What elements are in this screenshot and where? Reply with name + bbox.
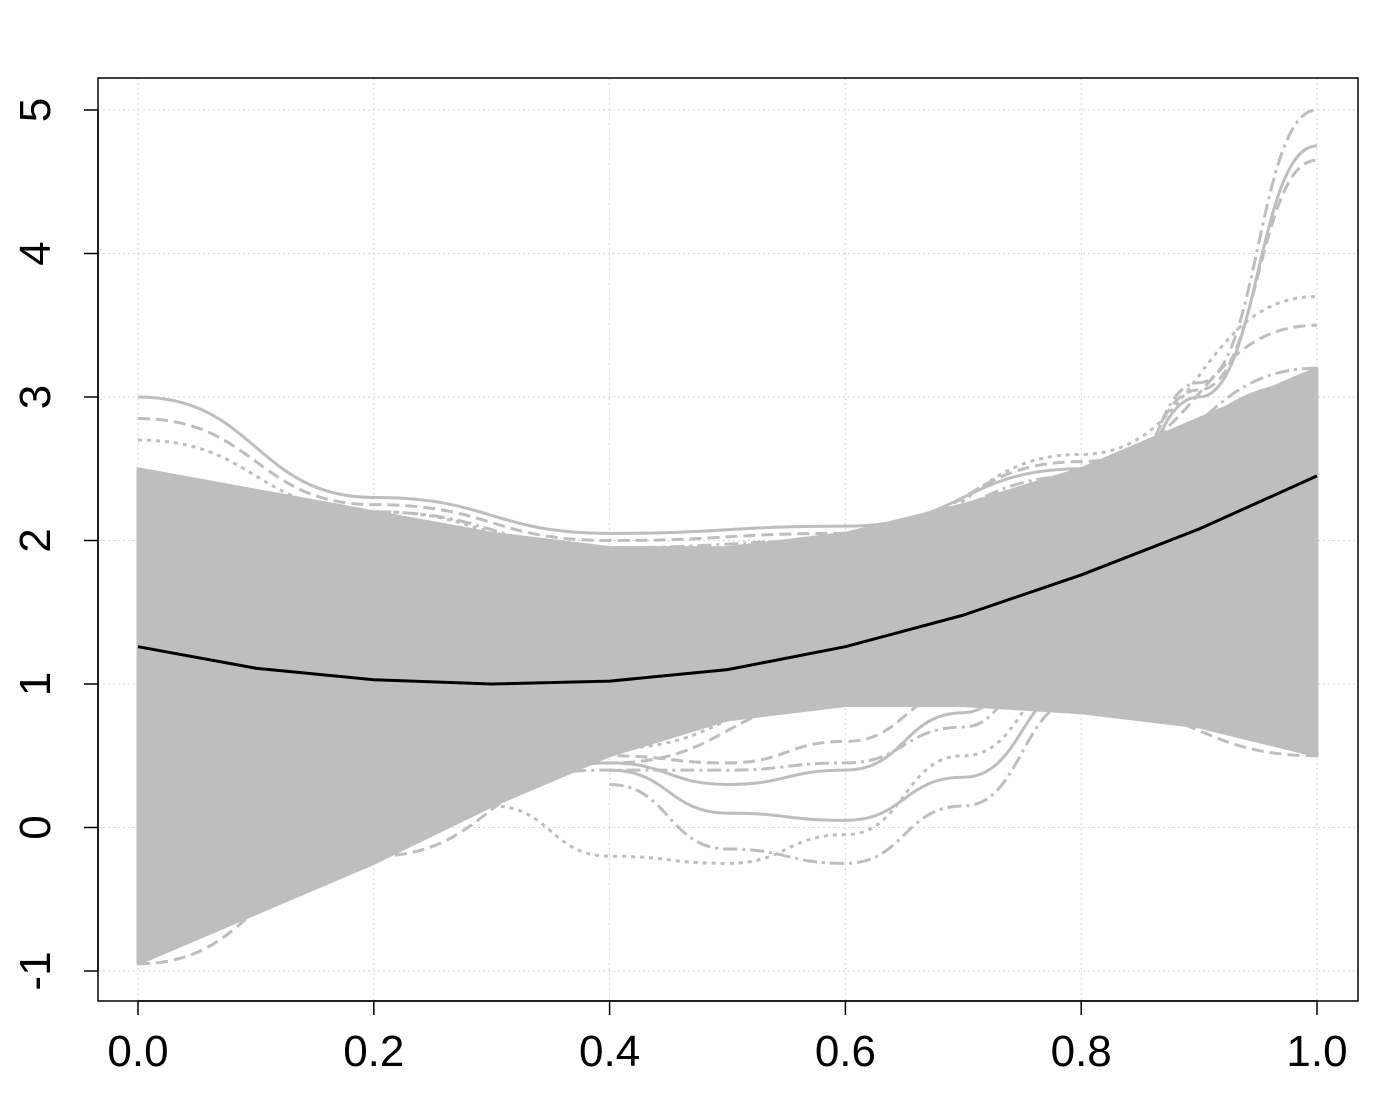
y-tick-label: -1 bbox=[11, 951, 60, 990]
x-tick-label: 0.2 bbox=[343, 1027, 404, 1076]
x-tick-label: 0.4 bbox=[579, 1027, 640, 1076]
background-curve bbox=[137, 366, 1318, 550]
background-curve bbox=[137, 689, 1318, 916]
background-curve bbox=[137, 323, 1318, 543]
x-axis: 0.0 0.2 0.4 0.6 0.8 1.0 bbox=[107, 1000, 1348, 1076]
y-tick-label: 2 bbox=[11, 528, 60, 552]
background-curve bbox=[609, 682, 1082, 822]
x-tick-label: 1.0 bbox=[1286, 1027, 1347, 1076]
mean-curve-group bbox=[137, 474, 1318, 686]
background-curve bbox=[491, 144, 1318, 786]
background-curve bbox=[609, 696, 1082, 865]
background-curve bbox=[137, 381, 1318, 535]
y-tick-label: 5 bbox=[11, 98, 60, 122]
y-tick-label: 0 bbox=[11, 815, 60, 839]
x-tick-label: 0.0 bbox=[107, 1027, 168, 1076]
background-curve bbox=[491, 668, 1082, 865]
y-axis: -1 0 1 2 3 4 5 bbox=[11, 98, 99, 991]
y-tick-label: 4 bbox=[11, 241, 60, 265]
background-curves bbox=[137, 108, 1318, 966]
mean-curve bbox=[137, 474, 1318, 686]
background-curve bbox=[491, 158, 1318, 765]
x-tick-label: 0.6 bbox=[815, 1027, 876, 1076]
background-curve bbox=[137, 295, 1318, 557]
x-tick-label: 0.8 bbox=[1051, 1027, 1112, 1076]
y-tick-label: 3 bbox=[11, 385, 60, 409]
background-curve bbox=[137, 696, 1318, 966]
y-tick-label: 1 bbox=[11, 672, 60, 696]
